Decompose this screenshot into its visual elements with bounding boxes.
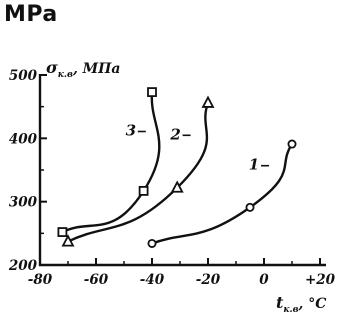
series-1-point	[245, 202, 255, 212]
x-tick-label: -20	[196, 272, 221, 288]
tick-labels: -80 -60 -40 -20 0 +20 200 300 400 500	[8, 68, 336, 288]
series-3-point	[57, 227, 68, 237]
series-2-point	[61, 234, 75, 247]
series-2-label: 2	[169, 125, 180, 143]
x-tick-label: -40	[140, 272, 165, 288]
series-1-point	[287, 139, 297, 149]
series-3-point	[147, 87, 157, 97]
series-2-point	[201, 95, 215, 108]
corner-unit-label: MPa	[4, 2, 58, 27]
curve-labels: 1 2 3	[126, 122, 269, 174]
tick-marks	[39, 74, 321, 266]
x-tick-label: -80	[28, 272, 53, 288]
y-tick-label: 200	[8, 258, 38, 274]
series-1-point	[147, 238, 157, 248]
x-tick-label: -60	[84, 272, 109, 288]
y-tick-label: 300	[9, 195, 38, 211]
series-2-point	[170, 180, 184, 193]
series-1-label: 1	[249, 156, 259, 174]
x-axis-title: tк.в, °C	[276, 293, 326, 315]
y-axis-title: σк.в, МПа	[46, 58, 120, 80]
y-tick-label: 500	[9, 68, 38, 84]
axis-titles: σк.в, МПа tк.в, °C	[46, 58, 326, 315]
x-tick-label: 0	[259, 272, 269, 288]
series-3-curve	[61, 90, 161, 234]
series-3-label: 3	[126, 122, 136, 140]
series-2-curve	[66, 101, 210, 243]
y-tick-label: 400	[9, 131, 38, 147]
markers	[57, 87, 297, 248]
series-1-curve	[150, 142, 294, 245]
series-3-point	[138, 185, 149, 196]
x-tick-label: +20	[305, 272, 336, 288]
